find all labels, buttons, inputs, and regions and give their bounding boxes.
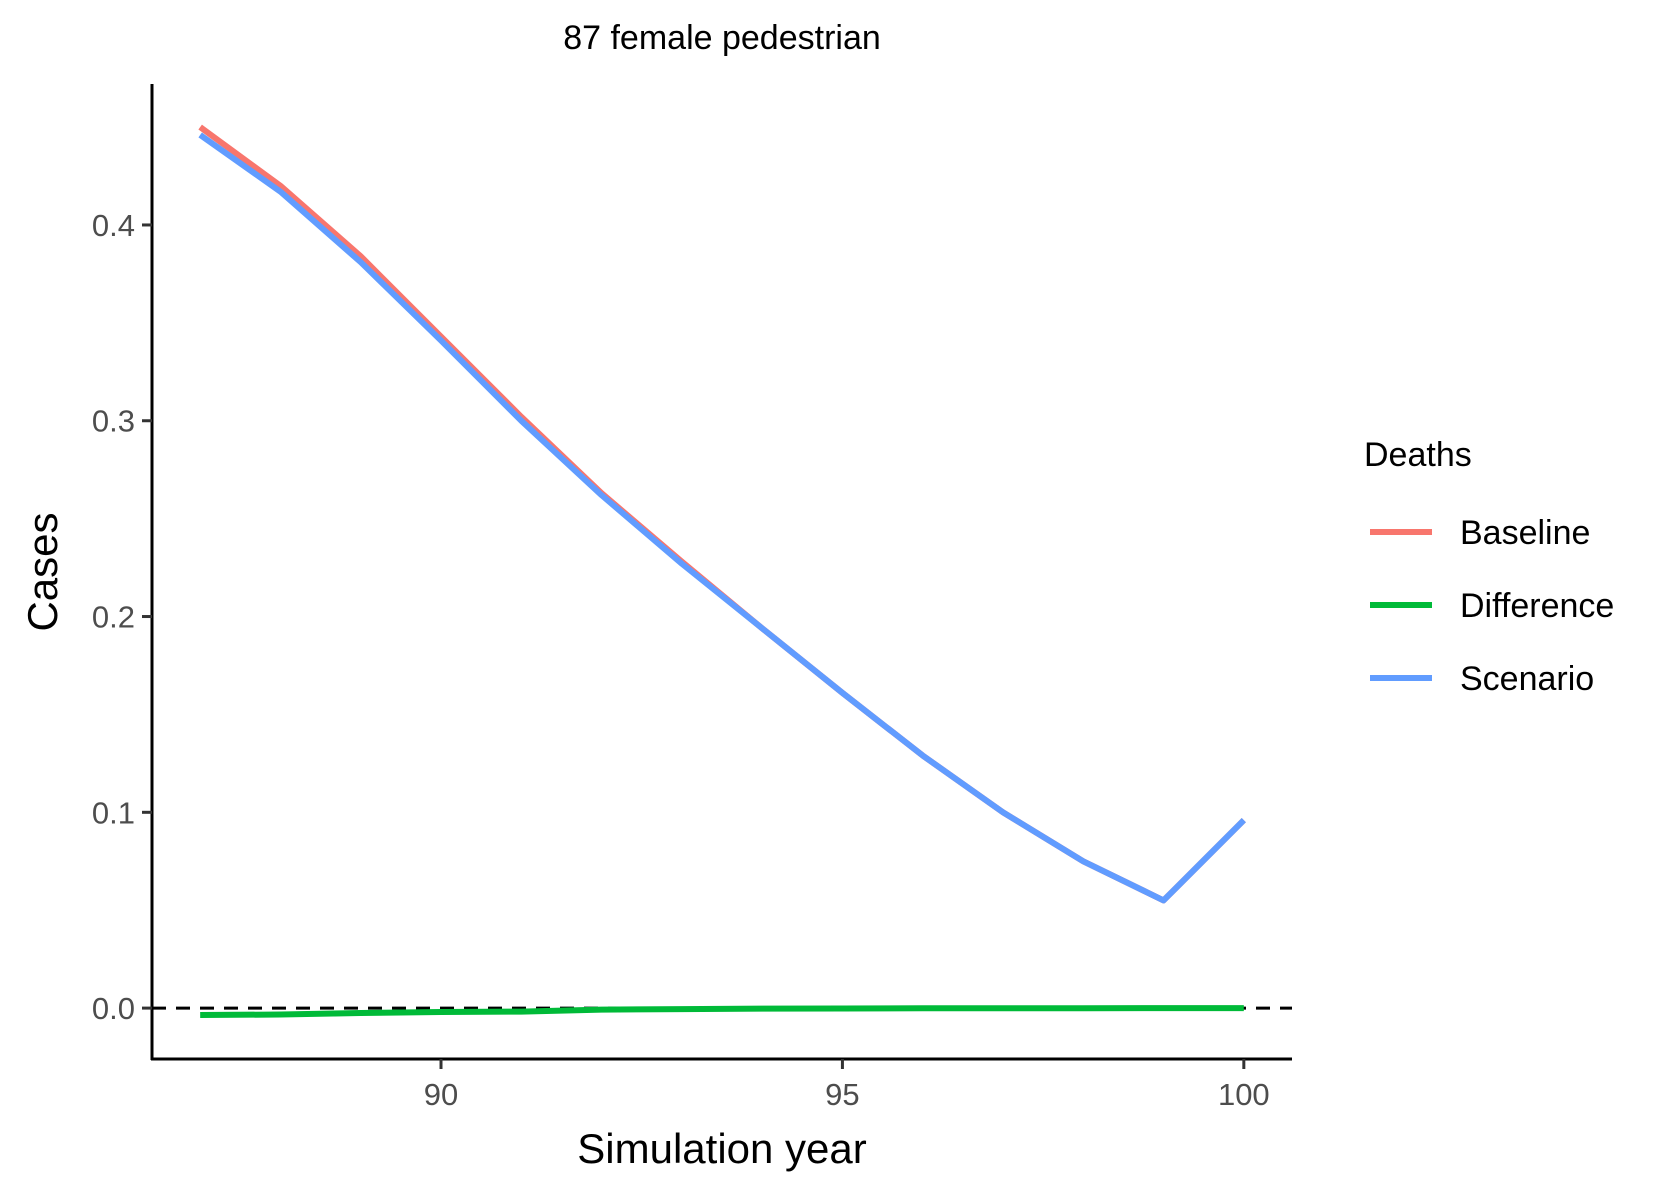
legend-title: Deaths [1364, 436, 1472, 474]
series-line-scenario [198, 132, 1246, 904]
series-line-difference [200, 1005, 1244, 1018]
y-tick-label: 0.3 [92, 404, 135, 439]
series-line-baseline [198, 124, 1246, 904]
x-tick-label: 100 [1218, 1077, 1270, 1112]
legend-label-baseline: Baseline [1460, 514, 1590, 552]
x-axis-ticks: 90 95 100 [424, 1059, 1270, 1112]
x-tick-label: 95 [825, 1077, 859, 1112]
legend-label-difference: Difference [1460, 587, 1614, 625]
plot-area [152, 124, 1292, 1018]
y-tick-label: 0.4 [92, 208, 135, 243]
x-tick-label: 90 [424, 1077, 458, 1112]
legend-label-scenario: Scenario [1460, 660, 1594, 698]
y-axis-ticks: 0.0 0.1 0.2 0.3 0.4 [92, 208, 152, 1026]
y-tick-label: 0.2 [92, 600, 135, 635]
x-axis-title: Simulation year [577, 1125, 866, 1172]
chart-title: 87 female pedestrian [563, 19, 881, 57]
y-tick-label: 0.1 [92, 795, 135, 830]
y-axis-title: Cases [19, 512, 66, 631]
legend: Deaths Baseline Difference Scenario [1364, 436, 1614, 698]
y-tick-label: 0.0 [92, 991, 135, 1026]
